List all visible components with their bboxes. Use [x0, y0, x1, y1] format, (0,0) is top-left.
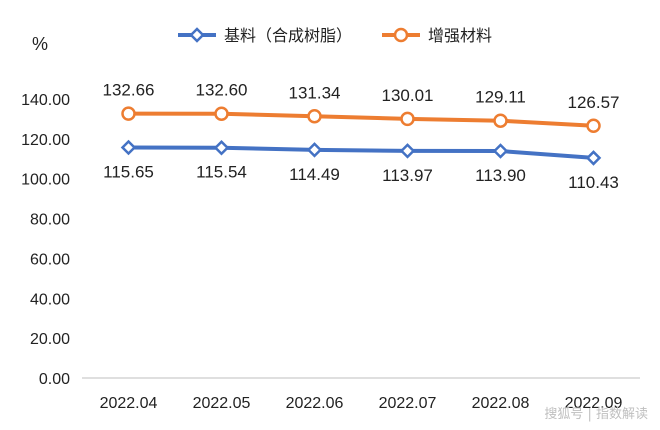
- data-point-marker: [306, 142, 323, 158]
- data-label: 113.97: [382, 166, 433, 185]
- data-point-marker: [399, 143, 416, 159]
- data-point-marker: [213, 139, 230, 156]
- data-point-marker: [214, 106, 229, 121]
- legend-marker: [393, 27, 409, 43]
- y-tick-label: 100.00: [21, 172, 70, 189]
- data-point-marker: [121, 106, 136, 121]
- data-label: 115.54: [196, 163, 247, 182]
- x-tick-label: 2022.07: [379, 395, 437, 412]
- data-label: 113.90: [475, 166, 526, 185]
- data-label: 115.65: [103, 163, 154, 182]
- x-tick-label: 2022.04: [100, 395, 158, 412]
- data-point-marker: [493, 113, 508, 128]
- watermark: 搜狐号 | 指数解读: [544, 407, 648, 422]
- series-line-1: [126, 145, 596, 160]
- series-line-2: [126, 111, 596, 128]
- y-tick-label: 0.00: [39, 371, 70, 388]
- data-label: 126.57: [568, 93, 620, 112]
- y-tick-label: 140.00: [21, 92, 70, 109]
- x-tick-label: 2022.08: [472, 395, 530, 412]
- legend-label: 基料（合成树脂）: [224, 26, 352, 45]
- y-tick-label: 20.00: [30, 331, 70, 348]
- x-tick-label: 2022.05: [193, 395, 251, 412]
- legend-label: 增强材料: [428, 26, 492, 45]
- data-label: 129.11: [475, 88, 526, 107]
- data-point-marker: [585, 150, 602, 166]
- y-tick-label: 60.00: [30, 251, 70, 268]
- legend-marker: [189, 27, 205, 43]
- y-axis-unit: %: [32, 34, 48, 54]
- y-tick-label: 120.00: [21, 132, 70, 149]
- data-label: 114.49: [289, 165, 340, 184]
- data-point-marker: [492, 143, 509, 159]
- x-tick-label: 2022.09: [565, 395, 623, 412]
- data-point-marker: [307, 109, 322, 124]
- data-label: 132.66: [103, 81, 155, 100]
- y-tick-label: 40.00: [30, 291, 70, 308]
- data-label: 130.01: [382, 86, 434, 105]
- data-label: 132.60: [196, 81, 248, 100]
- y-tick-label: 80.00: [30, 212, 70, 229]
- data-label: 110.43: [568, 173, 619, 192]
- x-tick-label: 2022.06: [286, 395, 344, 412]
- data-point-marker: [586, 118, 601, 134]
- data-point-marker: [120, 139, 137, 156]
- data-point-marker: [400, 111, 415, 127]
- data-label: 131.34: [289, 83, 341, 102]
